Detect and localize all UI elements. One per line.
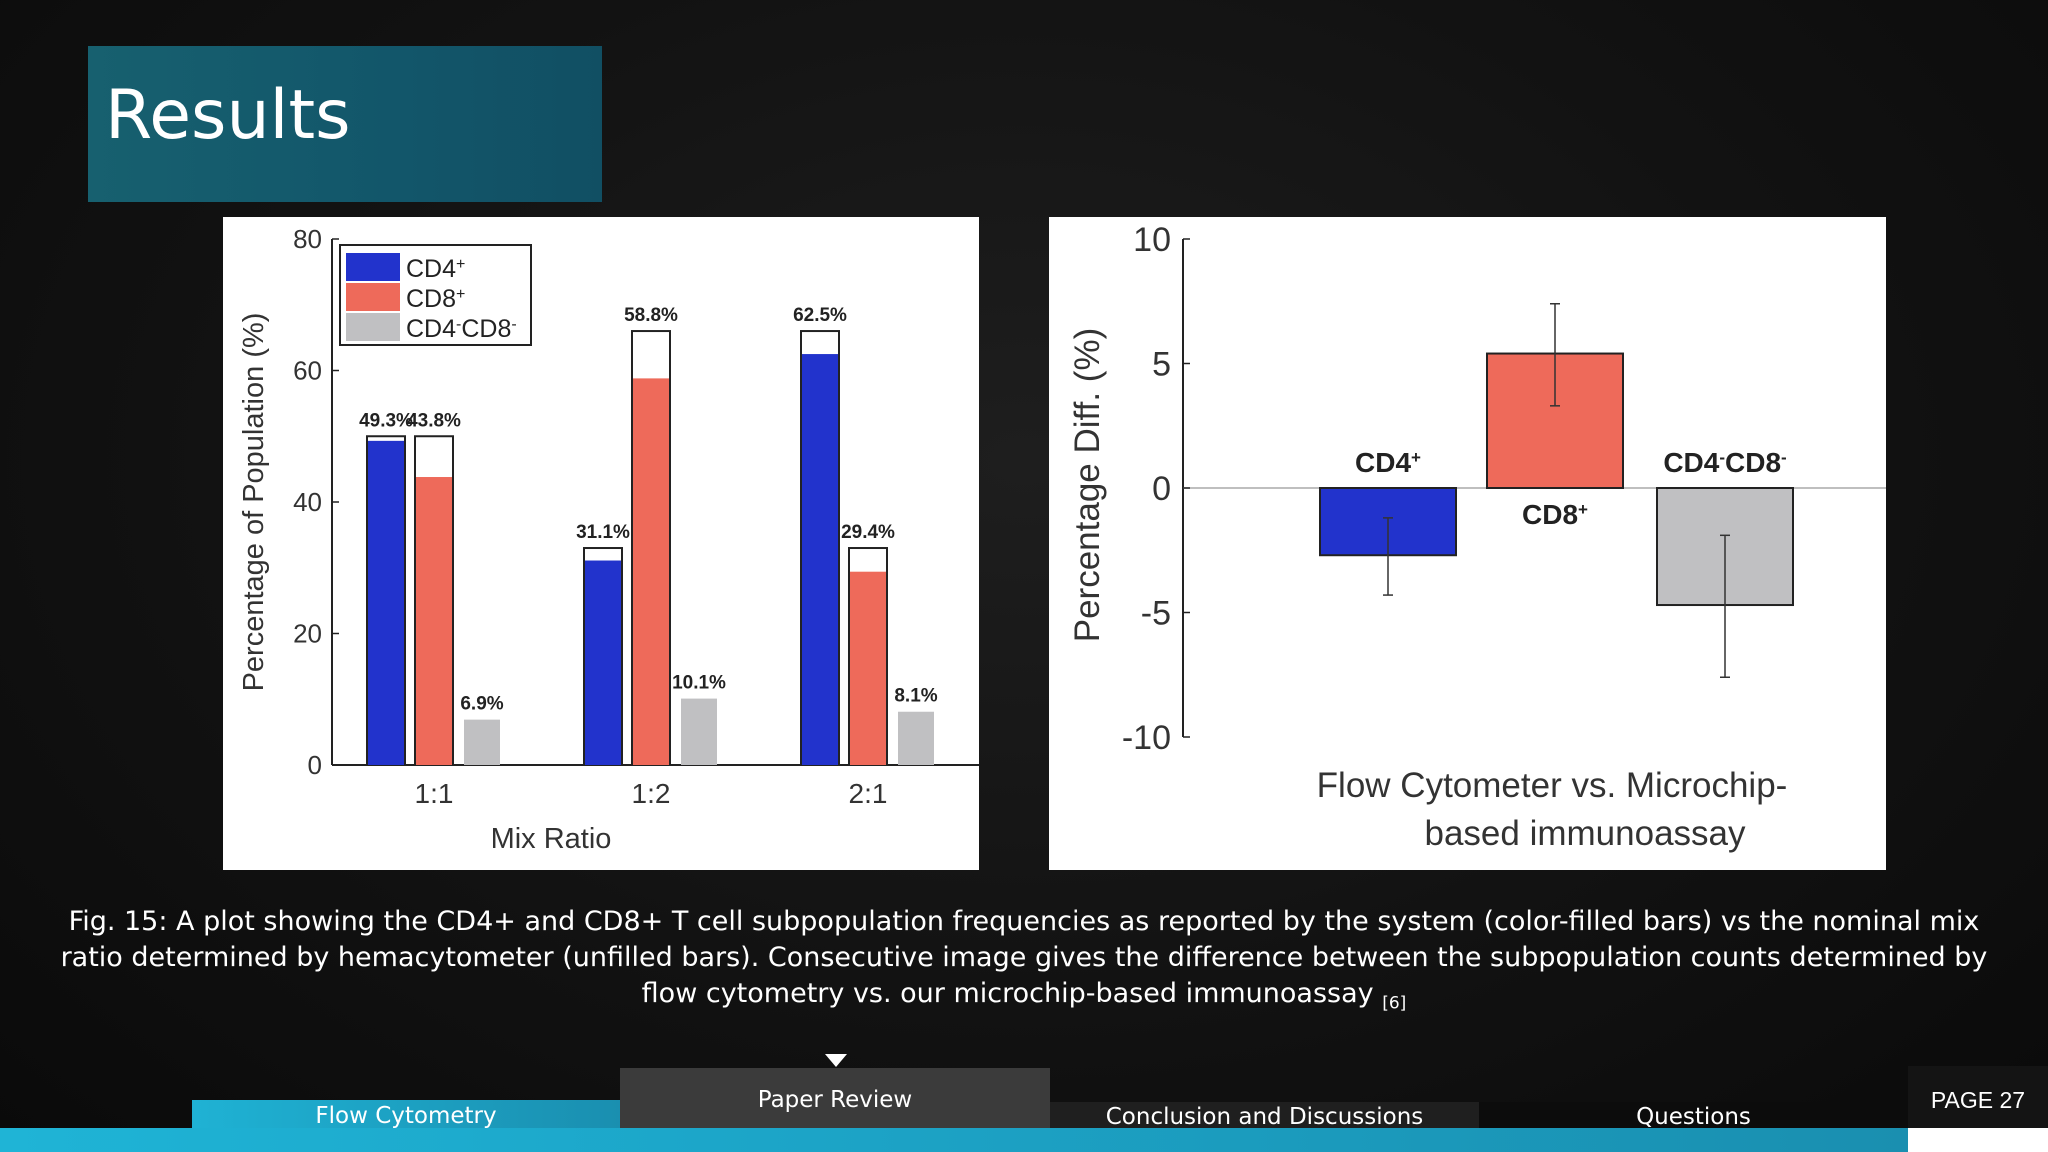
y-tick-label: 40 <box>293 487 322 517</box>
slide-title: Results <box>105 76 351 155</box>
active-tab-marker-icon <box>825 1054 847 1067</box>
x-tick-label: 2:1 <box>849 778 888 809</box>
bar-label: CD8+ <box>1522 499 1588 530</box>
legend-swatch <box>346 253 400 281</box>
data-bar <box>850 571 886 765</box>
title-banner: Results <box>88 46 602 202</box>
data-bar <box>464 719 500 765</box>
data-bar <box>681 698 717 765</box>
y-tick-label: 0 <box>1152 470 1171 508</box>
y-axis-title: Percentage Diff. (%) <box>1068 328 1107 643</box>
y-tick-label: 60 <box>293 356 322 386</box>
y-tick-label: -10 <box>1122 719 1171 757</box>
data-label: 6.9% <box>460 694 503 715</box>
data-bar <box>585 560 621 765</box>
data-label: 8.1% <box>894 686 937 707</box>
legend-swatch <box>346 283 400 311</box>
data-label: 58.8% <box>624 305 678 326</box>
data-label: 31.1% <box>576 522 630 543</box>
x-tick-label: 1:2 <box>632 778 671 809</box>
bar-label: CD4+ <box>1355 447 1421 478</box>
bar-label: CD4-CD8- <box>1663 447 1786 478</box>
page-number-footer <box>1908 1128 2048 1152</box>
data-label: 10.1% <box>672 673 726 694</box>
x-axis-title: Flow Cytometer vs. Microchip- <box>1317 766 1788 805</box>
population-chart-svg: 0 20 40 60 80 1:1 49.3%43.8% 6.9% 1:2 31.1% 58.8% 1… <box>238 224 979 855</box>
y-tick-label: 80 <box>293 224 322 254</box>
page-number: PAGE 27 <box>1908 1066 2048 1128</box>
tab-paper-review[interactable]: Paper Review <box>620 1068 1050 1128</box>
data-bar <box>633 378 669 765</box>
legend-label: CD8+ <box>406 285 465 313</box>
nav-progress-bar <box>0 1128 1908 1152</box>
y-axis-title: Percentage of Population (%) <box>238 313 270 692</box>
population-bar-chart: 0 20 40 60 80 1:1 49.3% 43.8% 6.9% 1:2 31.1% 58.8% 1… <box>223 217 979 870</box>
figure-caption: Fig. 15: A plot showing the CD4+ and CD8… <box>60 904 1988 1021</box>
caption-reference: [6] <box>1382 993 1407 1014</box>
difference-bar-chart: -10 -5 0 5 10 CD4+ CD8+ CD4-CD8- Flow Cytometer … <box>1049 217 1886 870</box>
x-axis-title: based immunoassay <box>1425 814 1746 853</box>
tab-conclusion[interactable]: Conclusion and Discussions <box>1050 1102 1479 1130</box>
difference-chart-svg: -10 -5 0 5 10 CD4+ CD8+ CD4-CD8- Flow Cytometer … <box>1068 221 1886 853</box>
x-axis-title: Mix Ratio <box>491 823 612 855</box>
data-bar <box>898 711 934 765</box>
data-label: 62.5% <box>793 305 847 326</box>
data-bar <box>802 354 838 765</box>
y-tick-label: 5 <box>1152 346 1171 384</box>
x-tick-label: 1:1 <box>415 778 454 809</box>
y-tick-label: 0 <box>308 750 322 780</box>
y-tick-label: 20 <box>293 619 322 649</box>
caption-text: Fig. 15: A plot showing the CD4+ and CD8… <box>60 906 1988 1009</box>
data-label: 49.3% <box>359 410 413 431</box>
y-tick-label: 10 <box>1133 221 1171 259</box>
data-bar <box>368 440 404 765</box>
data-label: 43.8% <box>407 410 461 431</box>
y-tick-label: -5 <box>1141 595 1171 633</box>
legend-label: CD4-CD8- <box>406 315 517 343</box>
data-label: 29.4% <box>841 522 895 543</box>
data-bar <box>416 477 452 765</box>
tab-flow-cytometry[interactable]: Flow Cytometry <box>192 1100 620 1129</box>
legend-swatch <box>346 313 400 341</box>
tab-questions[interactable]: Questions <box>1479 1102 1908 1130</box>
legend-label: CD4+ <box>406 255 465 283</box>
